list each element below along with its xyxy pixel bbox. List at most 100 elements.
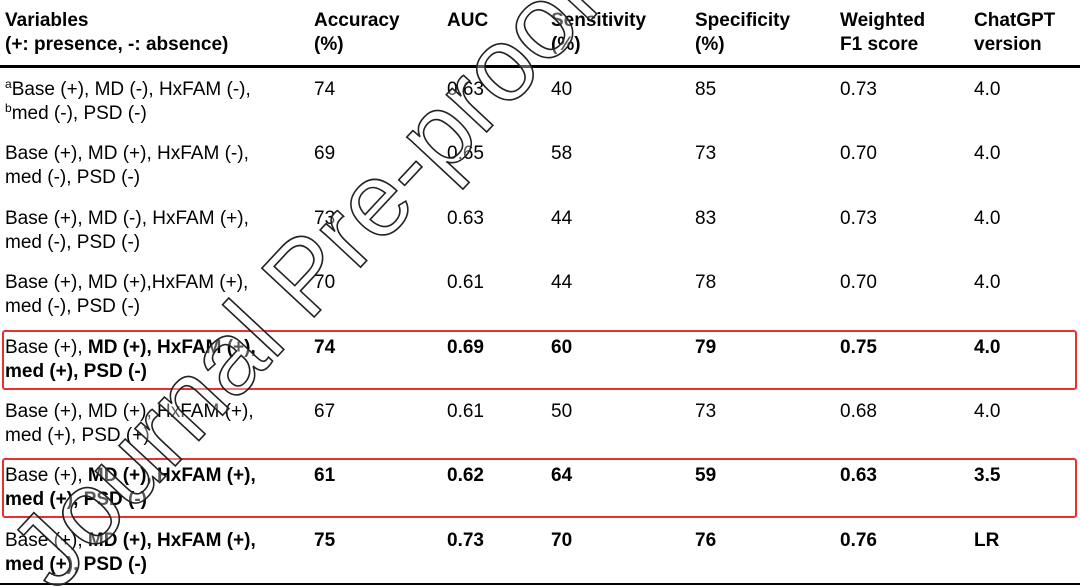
value-cell: 61 bbox=[314, 465, 336, 487]
variables-text: MD (+), HxFAM (+), bbox=[87, 336, 256, 358]
bottom-rule bbox=[0, 583, 1080, 585]
column-header: ChatGPT version bbox=[974, 9, 1055, 57]
header-line: Variables bbox=[5, 10, 89, 31]
variables-text: MD (+), HxFAM (+), bbox=[87, 529, 256, 551]
highlight-box bbox=[2, 458, 1077, 519]
value-cell: 0.73 bbox=[840, 79, 877, 100]
value-cell: 58 bbox=[551, 143, 573, 165]
variables-line: med (-), PSD (-) bbox=[5, 231, 249, 255]
variables-text: MD (+), HxFAM (+), bbox=[87, 465, 256, 487]
variables-line: Base (+), MD (+), HxFAM (+), bbox=[5, 529, 256, 553]
header-line: (%) bbox=[695, 34, 725, 55]
variables-text: a bbox=[5, 77, 12, 91]
value-cell: 83 bbox=[695, 207, 717, 229]
value-cell: 0.61 bbox=[447, 401, 484, 422]
value-cell: 0.73 bbox=[447, 529, 484, 551]
value-cell: 4.0 bbox=[974, 207, 1001, 229]
header-line: F1 score bbox=[840, 34, 919, 55]
variables-line: Base (+), MD (+), HxFAM (+), bbox=[5, 464, 256, 488]
value-cell: 70 bbox=[551, 529, 573, 551]
value-cell: 4.0 bbox=[974, 401, 1001, 422]
value-cell: 4.0 bbox=[974, 143, 1001, 165]
value-cell: 0.75 bbox=[840, 336, 877, 358]
header-line: AUC bbox=[447, 10, 489, 31]
value-cell: 0.63 bbox=[840, 465, 877, 487]
variables-cell: Base (+), MD (+), HxFAM (+), med (+), PSD… bbox=[5, 400, 254, 448]
variables-text: Base (+), MD (-), HxFAM (+), bbox=[5, 207, 249, 229]
value-cell: 0.69 bbox=[447, 336, 484, 358]
value-cell: 59 bbox=[695, 465, 717, 487]
value-cell: 0.73 bbox=[840, 207, 877, 229]
variables-line: Base (+), MD (+), HxFAM (+), bbox=[5, 400, 254, 424]
variables-line: Base (+), MD (+), HxFAM (+), bbox=[5, 336, 256, 360]
variables-line: med (-), PSD (-) bbox=[5, 166, 249, 190]
variables-line: med (+), PSD (-) bbox=[5, 553, 256, 577]
variables-text: Base (+), MD (+), HxFAM (+), bbox=[5, 401, 254, 422]
value-cell: 73 bbox=[695, 401, 717, 422]
value-cell: 44 bbox=[551, 207, 573, 229]
variables-text: Base (+), bbox=[5, 529, 88, 551]
value-cell: 75 bbox=[314, 529, 336, 551]
variables-text: med (+), PSD (-) bbox=[5, 553, 147, 575]
variables-line: med (-), PSD (-) bbox=[5, 295, 248, 319]
variables-cell: Base (+), MD (+), HxFAM (+), med (+), PSD… bbox=[5, 336, 256, 384]
variables-cell: aBase (+), MD (-), HxFAM (-), bmed (-), P… bbox=[5, 78, 251, 126]
variables-cell: Base (+), MD (-), HxFAM (+), med (-), PSD… bbox=[5, 207, 249, 255]
variables-cell: Base (+), MD (+), HxFAM (+), med (+), PSD… bbox=[5, 529, 256, 577]
variables-line: med (+), PSD (+) bbox=[5, 424, 254, 448]
value-cell: 40 bbox=[551, 79, 573, 100]
value-cell: 73 bbox=[695, 143, 717, 165]
variables-line: Base (+), MD (-), HxFAM (+), bbox=[5, 207, 249, 231]
value-cell: 79 bbox=[695, 336, 717, 358]
value-cell: 4.0 bbox=[974, 272, 1001, 294]
value-cell: 0.63 bbox=[447, 207, 484, 229]
variables-text: Base (+), bbox=[5, 336, 88, 358]
variables-text: Base (+), MD (-), HxFAM (-), bbox=[11, 79, 251, 100]
header-rule bbox=[0, 65, 1080, 68]
column-header: Specificity (%) bbox=[695, 9, 790, 57]
header-line: Weighted bbox=[840, 10, 926, 31]
variables-line: med (+), PSD (-) bbox=[5, 360, 256, 384]
value-cell: 44 bbox=[551, 272, 573, 294]
variables-text: med (-), PSD (-) bbox=[11, 103, 147, 124]
column-header: Sensitivity (%) bbox=[551, 9, 646, 57]
variables-line: bmed (-), PSD (-) bbox=[5, 102, 251, 126]
variables-text: med (+), PSD (+) bbox=[5, 425, 150, 446]
variables-text: Base (+), bbox=[5, 465, 88, 487]
value-cell: 73 bbox=[314, 207, 336, 229]
value-cell: 0.61 bbox=[447, 272, 484, 294]
value-cell: 70 bbox=[314, 272, 336, 294]
value-cell: LR bbox=[974, 529, 1000, 551]
header-line: (%) bbox=[551, 34, 581, 55]
column-header: Weighted F1 score bbox=[840, 9, 925, 57]
header-line: ChatGPT bbox=[974, 10, 1056, 31]
variables-cell: Base (+), MD (+), HxFAM (-), med (-), PSD… bbox=[5, 142, 249, 190]
variables-line: Base (+), MD (+),HxFAM (+), bbox=[5, 271, 248, 295]
variables-text: med (-), PSD (-) bbox=[5, 231, 141, 253]
value-cell: 85 bbox=[695, 79, 717, 100]
value-cell: 50 bbox=[551, 401, 573, 422]
variables-text: med (+), PSD (-) bbox=[5, 489, 147, 511]
column-header: Variables (+: presence, -: absence) bbox=[5, 9, 228, 57]
value-cell: 0.65 bbox=[447, 143, 484, 165]
variables-cell: Base (+), MD (+), HxFAM (+), med (+), PSD… bbox=[5, 464, 256, 512]
value-cell: 0.68 bbox=[840, 401, 877, 422]
value-cell: 3.5 bbox=[974, 465, 1001, 487]
variables-text: Base (+), MD (+),HxFAM (+), bbox=[5, 272, 249, 294]
variables-cell: Base (+), MD (+),HxFAM (+), med (-), PSD … bbox=[5, 271, 248, 319]
variables-text: med (+), PSD (-) bbox=[5, 360, 147, 382]
value-cell: 0.76 bbox=[840, 529, 877, 551]
value-cell: 74 bbox=[314, 79, 336, 100]
column-header: AUC bbox=[447, 9, 488, 33]
value-cell: 4.0 bbox=[974, 336, 1001, 358]
value-cell: 74 bbox=[314, 336, 336, 358]
variables-text: med (-), PSD (-) bbox=[5, 296, 141, 318]
highlight-box bbox=[2, 329, 1077, 390]
header-line: (+: presence, -: absence) bbox=[5, 34, 229, 55]
value-cell: 4.0 bbox=[974, 79, 1001, 100]
variables-text: b bbox=[5, 101, 12, 115]
value-cell: 78 bbox=[695, 272, 717, 294]
variables-line: aBase (+), MD (-), HxFAM (-), bbox=[5, 78, 251, 102]
value-cell: 76 bbox=[695, 529, 717, 551]
